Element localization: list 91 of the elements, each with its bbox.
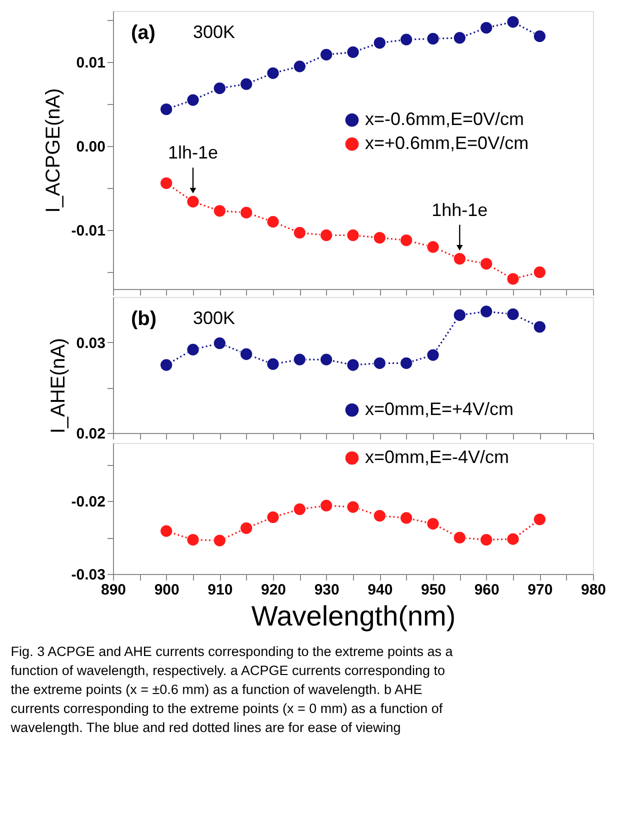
point bbox=[533, 30, 546, 43]
point bbox=[480, 257, 493, 270]
x-tick-label: 980 bbox=[580, 582, 606, 598]
caption: Fig. 3 ACPGE and AHE currents corresponding to the extreme points as a function of wavelength, respectively. a ACPGE currents corresponding to the extreme points (x = ±0.6 mm) as a function of wavelength. b AHE currents corresponding to the extreme points (x = 0 mm) as a function of wavelength. The blue and red dotted lines are for ease of viewing bbox=[10, 644, 454, 735]
point bbox=[293, 502, 306, 516]
y-tick-label: -0.01 bbox=[71, 222, 106, 240]
point bbox=[320, 353, 333, 366]
point bbox=[346, 358, 360, 372]
point bbox=[373, 509, 386, 522]
point bbox=[160, 102, 173, 116]
point bbox=[453, 31, 466, 44]
point bbox=[266, 358, 280, 371]
point bbox=[160, 358, 173, 372]
point bbox=[240, 78, 253, 90]
point bbox=[240, 522, 253, 535]
point bbox=[426, 240, 440, 254]
point bbox=[320, 228, 333, 242]
point bbox=[426, 348, 440, 362]
point bbox=[240, 348, 253, 361]
point bbox=[400, 33, 413, 46]
point bbox=[213, 204, 226, 218]
point bbox=[453, 252, 466, 266]
x-tick-label: 890 bbox=[100, 582, 126, 598]
y-tick-label: 0.00 bbox=[76, 138, 106, 156]
point bbox=[453, 531, 466, 544]
x-tick-label: 970 bbox=[528, 582, 553, 598]
point bbox=[186, 195, 200, 208]
point bbox=[186, 343, 200, 356]
point bbox=[480, 305, 493, 318]
point bbox=[426, 32, 440, 46]
point bbox=[266, 510, 280, 524]
point bbox=[346, 500, 360, 514]
y-axis-title: I_AHE(nA) bbox=[47, 338, 70, 434]
x-tick-label: 900 bbox=[154, 582, 180, 598]
point bbox=[293, 226, 306, 240]
point bbox=[346, 228, 360, 242]
annotation: 1lh-1e bbox=[168, 142, 218, 163]
point bbox=[453, 308, 466, 322]
x-axis-title: Wavelength(nm) bbox=[251, 600, 456, 632]
y-tick-label: -0.03 bbox=[71, 566, 106, 584]
y-axis-title: I_ACPGE(nA) bbox=[42, 88, 64, 213]
annotation: (a) bbox=[131, 22, 156, 44]
point bbox=[400, 512, 413, 524]
point bbox=[506, 532, 520, 546]
y-tick-label: 0.03 bbox=[76, 334, 106, 352]
annotation: 300K bbox=[193, 22, 236, 42]
annotation: 300K bbox=[193, 308, 236, 328]
point bbox=[400, 234, 413, 247]
point bbox=[533, 266, 546, 279]
point bbox=[400, 356, 413, 370]
point bbox=[533, 320, 546, 334]
y-tick-label: 0.02 bbox=[76, 426, 106, 442]
x-tick-label: 940 bbox=[368, 582, 393, 598]
point bbox=[266, 215, 280, 228]
legend-label: x=+0.6mm,E=0V/cm bbox=[365, 133, 529, 154]
point bbox=[160, 524, 173, 538]
point bbox=[506, 308, 520, 321]
point bbox=[320, 499, 333, 512]
point bbox=[320, 48, 333, 62]
point bbox=[186, 533, 200, 546]
point bbox=[186, 94, 200, 106]
legend-label: x=-0.6mm,E=0V/cm bbox=[365, 109, 524, 130]
point bbox=[213, 82, 226, 95]
x-tick-label: 950 bbox=[420, 582, 446, 598]
point bbox=[506, 16, 520, 28]
point bbox=[480, 533, 493, 546]
annotation: 1hh-1e bbox=[432, 200, 488, 220]
point bbox=[533, 513, 546, 526]
point bbox=[160, 176, 173, 190]
point bbox=[506, 272, 520, 286]
x-tick-label: 910 bbox=[208, 582, 233, 598]
x-tick-label: 920 bbox=[260, 582, 286, 598]
point bbox=[480, 21, 493, 34]
point bbox=[240, 206, 253, 219]
point bbox=[373, 231, 386, 244]
point bbox=[293, 353, 306, 366]
point bbox=[266, 66, 280, 80]
annotation: (b) bbox=[131, 308, 157, 330]
legend-label: x=0mm,E=+4V/cm bbox=[365, 399, 514, 419]
point bbox=[373, 356, 386, 370]
point bbox=[213, 336, 226, 350]
x-tick-label: 930 bbox=[314, 582, 340, 598]
point bbox=[426, 517, 440, 530]
point bbox=[293, 60, 306, 73]
point bbox=[373, 36, 386, 50]
point bbox=[346, 46, 360, 59]
legend-label: x=0mm,E=-4V/cm bbox=[365, 447, 510, 467]
y-tick-label: 0.01 bbox=[76, 54, 106, 72]
point bbox=[213, 534, 226, 547]
x-tick-label: 960 bbox=[474, 582, 500, 598]
y-tick-label: -0.02 bbox=[71, 494, 106, 511]
